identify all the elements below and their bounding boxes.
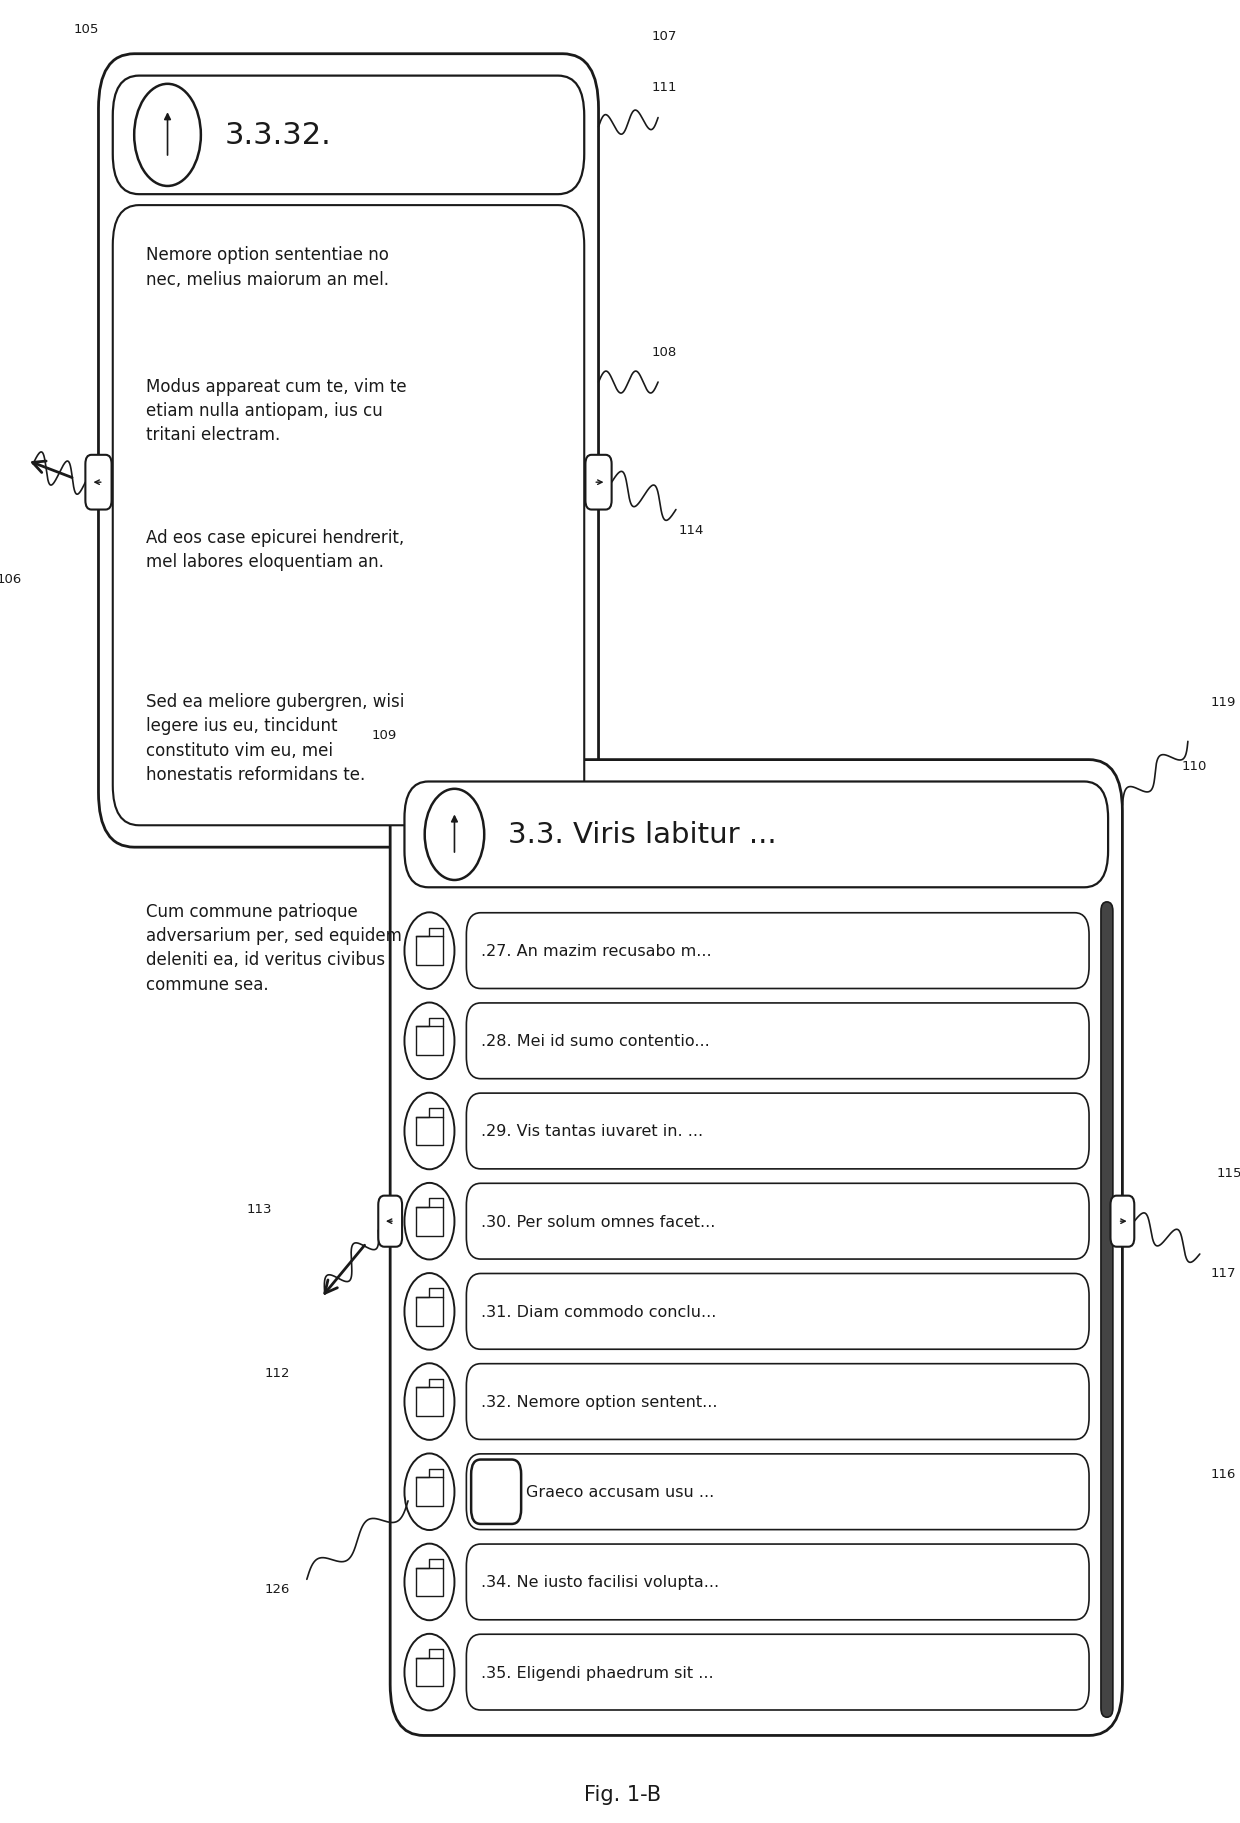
FancyBboxPatch shape: [415, 937, 443, 966]
Text: Graeco accusam usu ...: Graeco accusam usu ...: [526, 1484, 714, 1500]
FancyBboxPatch shape: [415, 1568, 443, 1597]
Text: 108: 108: [651, 346, 677, 359]
FancyBboxPatch shape: [113, 206, 584, 826]
FancyBboxPatch shape: [415, 1026, 443, 1056]
Text: 117: 117: [1210, 1267, 1236, 1280]
Text: 115: 115: [1216, 1167, 1240, 1179]
Text: .34. Ne iusto facilisi volupta...: .34. Ne iusto facilisi volupta...: [481, 1575, 719, 1590]
Text: Fig. 1-B: Fig. 1-B: [584, 1785, 661, 1803]
FancyBboxPatch shape: [466, 1544, 1089, 1621]
Text: .28. Mei id sumo contentio...: .28. Mei id sumo contentio...: [481, 1034, 709, 1048]
FancyBboxPatch shape: [415, 1298, 443, 1325]
FancyBboxPatch shape: [415, 1117, 443, 1145]
FancyBboxPatch shape: [466, 1274, 1089, 1349]
FancyBboxPatch shape: [1111, 1196, 1135, 1247]
FancyBboxPatch shape: [466, 1183, 1089, 1260]
Text: 3.3. Viris labitur ...: 3.3. Viris labitur ...: [508, 820, 776, 850]
Text: 105: 105: [74, 24, 99, 36]
FancyBboxPatch shape: [466, 913, 1089, 988]
Text: Modus appareat cum te, vim te
etiam nulla antiopam, ius cu
tritani electram.: Modus appareat cum te, vim te etiam null…: [146, 377, 407, 445]
FancyBboxPatch shape: [415, 1207, 443, 1236]
FancyBboxPatch shape: [113, 77, 584, 195]
FancyBboxPatch shape: [466, 1094, 1089, 1169]
Text: .32. Nemore option sentent...: .32. Nemore option sentent...: [481, 1395, 717, 1409]
Text: Nemore option sententiae no
nec, melius maiorum an mel.: Nemore option sententiae no nec, melius …: [146, 246, 389, 288]
Text: 3.3.32.: 3.3.32.: [224, 122, 331, 149]
Text: 107: 107: [651, 31, 677, 44]
FancyBboxPatch shape: [415, 1657, 443, 1686]
Text: .33.: .33.: [481, 1484, 511, 1500]
FancyBboxPatch shape: [86, 456, 112, 510]
Text: 114: 114: [678, 523, 704, 538]
Text: .30. Per solum omnes facet...: .30. Per solum omnes facet...: [481, 1214, 715, 1229]
Text: .27. An mazim recusabo m...: .27. An mazim recusabo m...: [481, 944, 712, 959]
Text: 106: 106: [0, 572, 22, 587]
FancyBboxPatch shape: [466, 1003, 1089, 1079]
Text: 126: 126: [264, 1582, 290, 1595]
Text: 109: 109: [372, 729, 397, 742]
FancyBboxPatch shape: [466, 1635, 1089, 1710]
Text: 116: 116: [1211, 1468, 1236, 1480]
FancyBboxPatch shape: [585, 456, 611, 510]
FancyBboxPatch shape: [466, 1364, 1089, 1440]
Text: .29. Vis tantas iuvaret in. ...: .29. Vis tantas iuvaret in. ...: [481, 1123, 703, 1139]
Text: 119: 119: [1211, 696, 1236, 709]
Text: Cum commune patrioque
adversarium per, sed equidem
deleniti ea, id veritus civib: Cum commune patrioque adversarium per, s…: [146, 902, 402, 994]
FancyBboxPatch shape: [471, 1460, 521, 1524]
Text: Ad eos case epicurei hendrerit,
mel labores eloquentiam an.: Ad eos case epicurei hendrerit, mel labo…: [146, 529, 404, 571]
FancyBboxPatch shape: [98, 55, 599, 848]
Text: 113: 113: [247, 1203, 272, 1216]
FancyBboxPatch shape: [404, 782, 1109, 888]
FancyBboxPatch shape: [378, 1196, 402, 1247]
Text: 111: 111: [651, 82, 677, 95]
Text: .31. Diam commodo conclu...: .31. Diam commodo conclu...: [481, 1303, 715, 1320]
FancyBboxPatch shape: [466, 1455, 1089, 1529]
Text: Sed ea meliore gubergren, wisi
legere ius eu, tincidunt
constituto vim eu, mei
h: Sed ea meliore gubergren, wisi legere iu…: [146, 693, 404, 784]
FancyBboxPatch shape: [391, 760, 1122, 1735]
Text: 112: 112: [264, 1367, 290, 1380]
Text: .35. Eligendi phaedrum sit ...: .35. Eligendi phaedrum sit ...: [481, 1664, 713, 1679]
FancyBboxPatch shape: [415, 1387, 443, 1416]
FancyBboxPatch shape: [415, 1478, 443, 1506]
FancyBboxPatch shape: [1101, 902, 1112, 1717]
Text: 110: 110: [1182, 760, 1207, 773]
